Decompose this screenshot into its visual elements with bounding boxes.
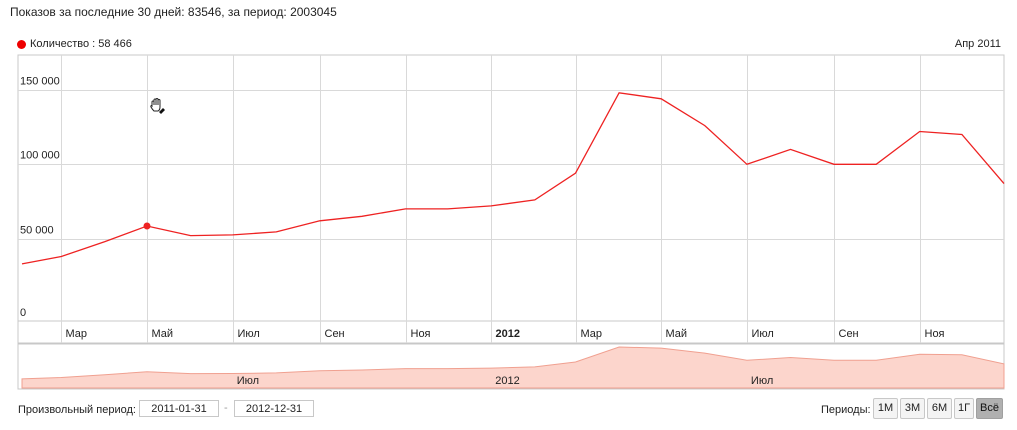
period-3m-button[interactable]: 3М [900, 398, 925, 419]
y-tick-label: 0 [20, 307, 26, 319]
period-6m-button[interactable]: 6М [927, 398, 952, 419]
x-tick-label: Июл [238, 328, 260, 340]
date-to-input[interactable]: 2012-12-31 [234, 400, 314, 417]
x-axis-band [17, 320, 1005, 344]
x-tick-label: Май [666, 328, 688, 340]
data-point[interactable] [745, 162, 749, 166]
data-point[interactable] [20, 262, 24, 266]
navigator-area [21, 346, 1005, 389]
custom-period-label: Произвольный период: [18, 404, 136, 416]
data-point[interactable] [231, 233, 235, 237]
data-point[interactable] [703, 124, 707, 128]
navigator-tick-label: 2012 [495, 375, 519, 387]
y-tick-label: 100 000 [20, 150, 60, 162]
data-point[interactable] [274, 230, 278, 234]
data-point[interactable] [404, 207, 408, 211]
y-tick-label: 50 000 [20, 225, 54, 237]
data-point[interactable] [489, 204, 493, 208]
controls-bar: Произвольный период: 2011-01-31 - 2012-1… [0, 398, 1017, 422]
data-point[interactable] [103, 240, 107, 244]
legend-label: Количество : 58 466 [30, 38, 132, 50]
x-tick-label: Май [152, 328, 174, 340]
series-line [21, 92, 1005, 265]
data-point[interactable] [1002, 182, 1006, 186]
periods-label: Периоды: [821, 404, 871, 416]
data-point[interactable] [659, 97, 663, 101]
data-point[interactable] [918, 130, 922, 134]
legend-dot-icon [17, 39, 26, 49]
period-1y-button[interactable]: 1Г [954, 398, 974, 419]
data-point[interactable] [59, 255, 63, 259]
period-all-button[interactable]: Всё [976, 398, 1003, 419]
hand-cursor-icon [150, 97, 165, 114]
y-tick-label: 150 000 [20, 76, 60, 88]
x-tick-label: 2012 [496, 328, 520, 340]
data-point[interactable] [874, 162, 878, 166]
navigator-tick-label: Июл [237, 375, 259, 387]
data-point[interactable] [789, 147, 793, 151]
plot-area [17, 54, 1005, 322]
series-legend: Количество : 58 466 [17, 38, 132, 50]
data-point[interactable] [318, 219, 322, 223]
highlighted-point[interactable] [143, 222, 151, 230]
date-from-input[interactable]: 2011-01-31 [139, 400, 219, 417]
data-point[interactable] [189, 234, 193, 238]
data-point[interactable] [574, 171, 578, 175]
stats-summary: Показов за последние 30 дней: 83546, за … [10, 5, 337, 19]
x-tick-label: Ноя [925, 328, 945, 340]
main-chart[interactable]: 0 50 000 100 000 150 000 Мар Май Июл Сен Ноя 201… [0, 0, 1017, 395]
data-point[interactable] [960, 133, 964, 137]
hover-date-label: Апр 2011 [954, 38, 1001, 50]
x-tick-label: Мар [66, 328, 88, 340]
x-tick-label: Сен [325, 328, 345, 340]
data-point[interactable] [446, 207, 450, 211]
data-point[interactable] [617, 91, 621, 95]
data-point[interactable] [832, 162, 836, 166]
data-point[interactable] [360, 214, 364, 218]
period-1m-button[interactable]: 1М [873, 398, 898, 419]
data-point[interactable] [533, 198, 537, 202]
x-tick-label: Июл [752, 328, 774, 340]
x-tick-label: Сен [839, 328, 859, 340]
x-tick-label: Мар [581, 328, 603, 340]
date-separator: - [224, 402, 228, 414]
x-tick-label: Ноя [411, 328, 431, 340]
navigator-tick-label: Июл [751, 375, 773, 387]
